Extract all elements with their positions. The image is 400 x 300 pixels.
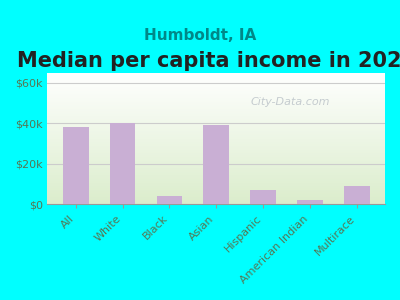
Bar: [250, 190, 276, 204]
Title: Median per capita income in 2022: Median per capita income in 2022: [17, 51, 400, 71]
Bar: [156, 196, 182, 204]
Bar: [344, 186, 370, 204]
Text: Humboldt, IA: Humboldt, IA: [144, 28, 256, 44]
Text: City-Data.com: City-Data.com: [251, 97, 330, 106]
Bar: [110, 123, 136, 204]
Bar: [63, 127, 88, 204]
Bar: [297, 200, 323, 204]
Bar: [203, 125, 229, 204]
